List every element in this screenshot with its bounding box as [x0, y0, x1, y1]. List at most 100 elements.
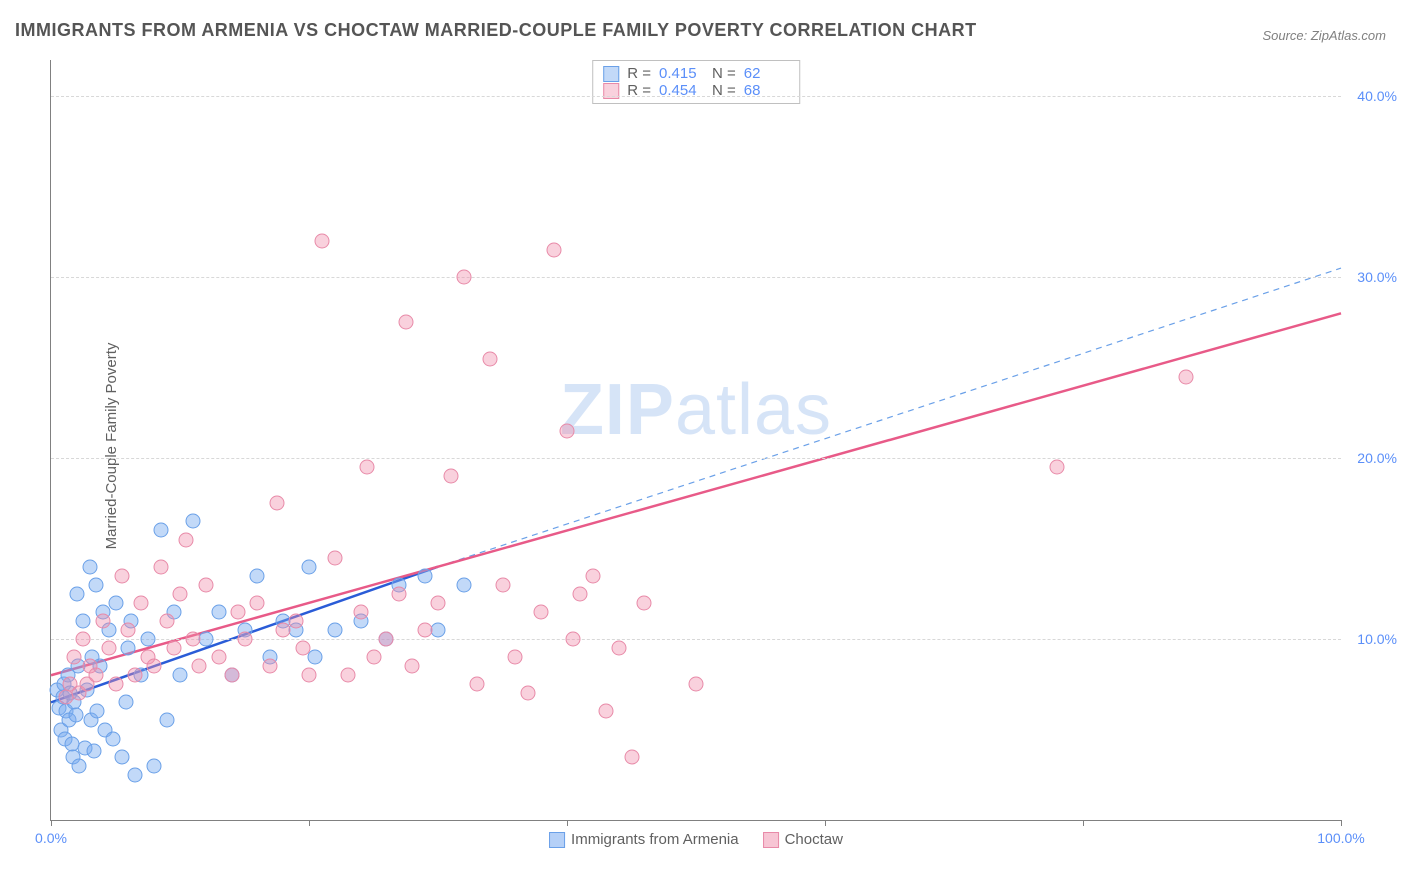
- chart-container: IMMIGRANTS FROM ARMENIA VS CHOCTAW MARRI…: [0, 0, 1406, 892]
- trend-line: [51, 313, 1341, 675]
- scatter-point: [86, 744, 101, 759]
- scatter-point: [105, 731, 120, 746]
- scatter-point: [140, 632, 155, 647]
- scatter-point: [76, 613, 91, 628]
- scatter-point: [89, 577, 104, 592]
- scatter-point: [134, 595, 149, 610]
- scatter-point: [443, 469, 458, 484]
- scatter-point: [314, 233, 329, 248]
- legend-swatch: [603, 66, 619, 82]
- scatter-point: [302, 559, 317, 574]
- scatter-point: [127, 668, 142, 683]
- x-tick: [1083, 820, 1084, 826]
- x-tick: [51, 820, 52, 826]
- scatter-point: [521, 686, 536, 701]
- scatter-point: [114, 568, 129, 583]
- chart-title: IMMIGRANTS FROM ARMENIA VS CHOCTAW MARRI…: [15, 20, 977, 41]
- scatter-point: [405, 659, 420, 674]
- scatter-point: [102, 641, 117, 656]
- scatter-point: [456, 577, 471, 592]
- scatter-point: [547, 243, 562, 258]
- scatter-point: [624, 749, 639, 764]
- source-prefix: Source:: [1262, 28, 1310, 43]
- series-legend-item: Immigrants from Armenia: [549, 831, 739, 848]
- series-legend: Immigrants from Armenia Choctaw: [549, 831, 843, 848]
- scatter-point: [90, 704, 105, 719]
- scatter-point: [108, 677, 123, 692]
- scatter-point: [302, 668, 317, 683]
- scatter-point: [185, 514, 200, 529]
- scatter-point: [68, 708, 83, 723]
- scatter-point: [340, 668, 355, 683]
- legend-r-label: R =: [627, 65, 651, 82]
- series-legend-item: Choctaw: [763, 831, 843, 848]
- scatter-point: [534, 604, 549, 619]
- scatter-point: [198, 632, 213, 647]
- scatter-point: [160, 713, 175, 728]
- scatter-point: [211, 604, 226, 619]
- scatter-point: [211, 650, 226, 665]
- scatter-point: [327, 550, 342, 565]
- scatter-point: [185, 632, 200, 647]
- legend-r-value: 0.415: [659, 65, 704, 82]
- scatter-point: [560, 423, 575, 438]
- legend-row: R =0.415N =62: [603, 65, 789, 82]
- scatter-point: [153, 523, 168, 538]
- gridline-h: [51, 458, 1341, 459]
- scatter-point: [192, 659, 207, 674]
- scatter-point: [114, 749, 129, 764]
- scatter-point: [276, 623, 291, 638]
- scatter-point: [418, 568, 433, 583]
- scatter-point: [585, 568, 600, 583]
- scatter-point: [263, 659, 278, 674]
- scatter-point: [366, 650, 381, 665]
- scatter-point: [269, 496, 284, 511]
- scatter-point: [418, 623, 433, 638]
- plot-area: ZIPatlas R =0.415N =62R =0.454N =68 Immi…: [50, 60, 1341, 821]
- x-tick: [1341, 820, 1342, 826]
- source-link[interactable]: ZipAtlas.com: [1311, 28, 1386, 43]
- scatter-point: [173, 586, 188, 601]
- y-tick-label: 20.0%: [1355, 450, 1399, 466]
- scatter-point: [82, 559, 97, 574]
- watermark-bold: ZIP: [560, 370, 675, 450]
- legend-swatch: [549, 832, 565, 848]
- scatter-point: [1179, 369, 1194, 384]
- trend-lines-layer: [51, 60, 1341, 820]
- series-legend-label: Immigrants from Armenia: [571, 831, 739, 848]
- scatter-point: [127, 767, 142, 782]
- x-tick: [567, 820, 568, 826]
- scatter-point: [89, 668, 104, 683]
- y-tick-label: 30.0%: [1355, 269, 1399, 285]
- scatter-point: [147, 758, 162, 773]
- y-tick-label: 10.0%: [1355, 631, 1399, 647]
- scatter-point: [108, 595, 123, 610]
- scatter-point: [360, 460, 375, 475]
- scatter-point: [431, 595, 446, 610]
- scatter-point: [398, 315, 413, 330]
- scatter-point: [566, 632, 581, 647]
- scatter-point: [198, 577, 213, 592]
- scatter-point: [289, 613, 304, 628]
- scatter-point: [121, 641, 136, 656]
- scatter-point: [1050, 460, 1065, 475]
- scatter-point: [327, 623, 342, 638]
- scatter-point: [456, 270, 471, 285]
- gridline-h: [51, 96, 1341, 97]
- scatter-point: [250, 595, 265, 610]
- scatter-point: [469, 677, 484, 692]
- scatter-point: [308, 650, 323, 665]
- scatter-point: [392, 586, 407, 601]
- scatter-point: [689, 677, 704, 692]
- scatter-point: [637, 595, 652, 610]
- legend-n-value: 62: [744, 65, 789, 82]
- scatter-point: [160, 613, 175, 628]
- scatter-point: [495, 577, 510, 592]
- scatter-point: [95, 613, 110, 628]
- scatter-point: [431, 623, 446, 638]
- scatter-point: [482, 351, 497, 366]
- scatter-point: [121, 623, 136, 638]
- scatter-point: [153, 559, 168, 574]
- scatter-point: [69, 586, 84, 601]
- scatter-point: [572, 586, 587, 601]
